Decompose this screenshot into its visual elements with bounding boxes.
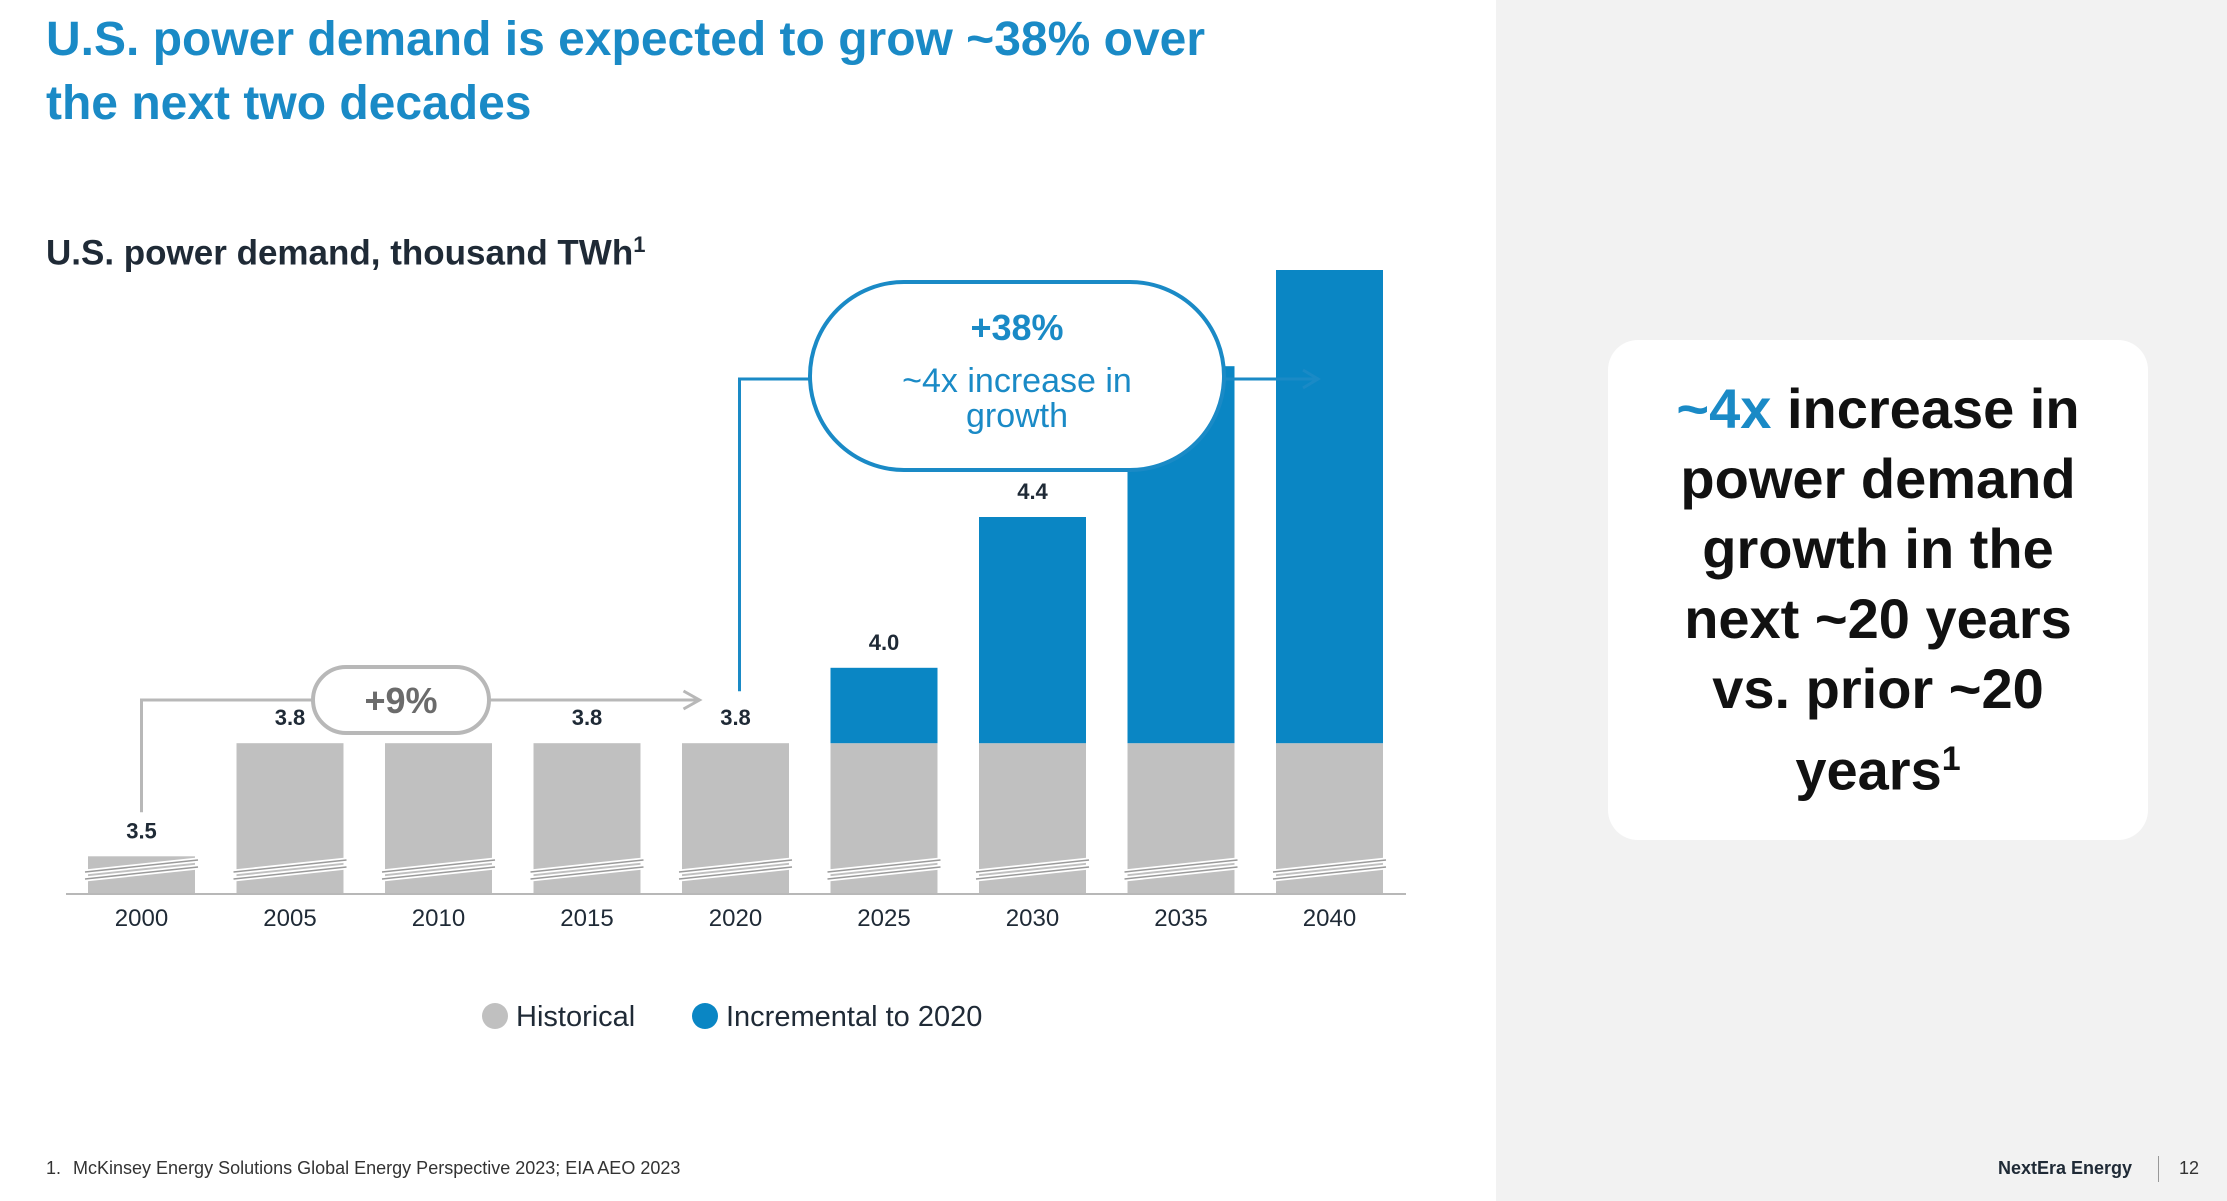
x-tick-2025: 2025 — [857, 905, 910, 932]
footnote-number: 1. — [46, 1158, 62, 1178]
axis-break-line-2030-0 — [975, 859, 1090, 873]
footnote-text: McKinsey Energy Solutions Global Energy … — [73, 1158, 681, 1178]
chart-title-text: U.S. power demand, thousand TWh — [46, 233, 634, 273]
historical-growth-arrow-head — [682, 689, 703, 711]
axis-break-line-2035-0 — [1124, 859, 1238, 873]
axis-break-line-2030-1 — [975, 866, 1090, 880]
page-title-line-1: U.S. power demand is expected to grow ~3… — [46, 13, 1206, 66]
bar-incremental-2025 — [830, 667, 938, 744]
legend-label-incremental: Incremental to 2020 — [726, 1001, 982, 1033]
axis-break-line-2005-0 — [233, 859, 347, 873]
legend: Historical Incremental to 2020 — [482, 1001, 982, 1033]
axis-break-line-2020-0 — [678, 859, 793, 873]
data-label-2025: 4.0 — [869, 630, 900, 655]
growth-annotations: +9% +38% ~4x increase in growth — [140, 280, 1321, 813]
axis-break-line-2015-0 — [530, 859, 644, 873]
source-footnote: 1. McKinsey Energy Solutions Global Energ… — [46, 1158, 680, 1179]
chart-title: U.S. power demand, thousand TWh1 — [46, 232, 645, 274]
axis-break-line-2010-1 — [381, 866, 496, 880]
axis-break-line-2015-1 — [530, 866, 644, 880]
legend-swatch-incremental — [692, 1003, 718, 1029]
axis-break-line-2025-1 — [827, 866, 941, 880]
key-takeaway-callout: ~4x increase in power demand growth in t… — [1608, 340, 2148, 840]
callout-text: ~4x increase in power demand growth in t… — [1638, 374, 2118, 806]
x-tick-2035: 2035 — [1154, 905, 1207, 932]
data-label-2005: 3.8 — [275, 705, 306, 730]
power-demand-chart: 3.53.83.83.83.84.04.44.85.3 200020052010… — [66, 270, 1406, 1033]
axis-break-line-2025-0 — [827, 859, 941, 873]
company-name: NextEra Energy — [1998, 1158, 2133, 1178]
future-growth-pill — [808, 280, 1226, 472]
legend-label-historical: Historical — [516, 1001, 635, 1033]
axis-break-line-2000-1 — [84, 866, 199, 880]
axis-break-line-2020-1 — [678, 866, 793, 880]
axis-break-line-2035-1 — [1124, 866, 1238, 880]
footer-divider — [2158, 1156, 2159, 1182]
x-tick-2040: 2040 — [1303, 905, 1356, 932]
future-growth-sublabel-line-1: ~4x increase in — [902, 362, 1132, 400]
callout-body: increase in power demand growth in the n… — [1680, 377, 2080, 802]
chart-title-footnote-marker: 1 — [633, 232, 646, 257]
x-tick-labels: 2000 2005 2010 2015 2020 2025 2030 2035 2040 — [115, 905, 1356, 932]
page-number: 12 — [2179, 1158, 2200, 1178]
future-growth-sublabel: ~4x increase in growth — [902, 362, 1132, 435]
x-tick-2005: 2005 — [263, 905, 316, 932]
callout-footnote-marker: 1 — [1941, 740, 1961, 779]
x-tick-2010: 2010 — [412, 905, 465, 932]
axis-break-line-2040-0 — [1272, 859, 1387, 873]
x-tick-2030: 2030 — [1006, 905, 1059, 932]
page-title: U.S. power demand is expected to grow ~3… — [46, 8, 1426, 136]
x-tick-2020: 2020 — [709, 905, 762, 932]
future-growth-label: +38% — [970, 307, 1063, 348]
axis-break-line-2040-1 — [1272, 866, 1387, 880]
historical-growth-arrow-line — [140, 698, 700, 813]
callout-accent: ~4x — [1676, 377, 1772, 441]
x-tick-2015: 2015 — [560, 905, 613, 932]
data-label-2020: 3.8 — [720, 705, 751, 730]
data-label-2030: 4.4 — [1017, 479, 1048, 504]
legend-swatch-historical — [482, 1003, 508, 1029]
page-title-line-2: the next two decades — [46, 77, 532, 130]
future-growth-arrow-head — [1302, 368, 1321, 390]
axis-break-line-2000-0 — [84, 859, 199, 873]
axis-break-line-2010-0 — [381, 859, 496, 873]
historical-growth-label: +9% — [364, 680, 437, 721]
x-tick-2000: 2000 — [115, 905, 168, 932]
future-growth-sublabel-line-2: growth — [966, 397, 1068, 435]
data-label-2000: 3.5 — [126, 818, 157, 843]
bar-incremental-2030 — [979, 517, 1086, 744]
data-label-2015: 3.8 — [572, 705, 603, 730]
bar-incremental-2040 — [1276, 270, 1383, 744]
axis-break-line-2005-1 — [233, 866, 347, 880]
axis-break-marks — [84, 857, 1387, 882]
historical-growth-pill — [311, 665, 491, 735]
